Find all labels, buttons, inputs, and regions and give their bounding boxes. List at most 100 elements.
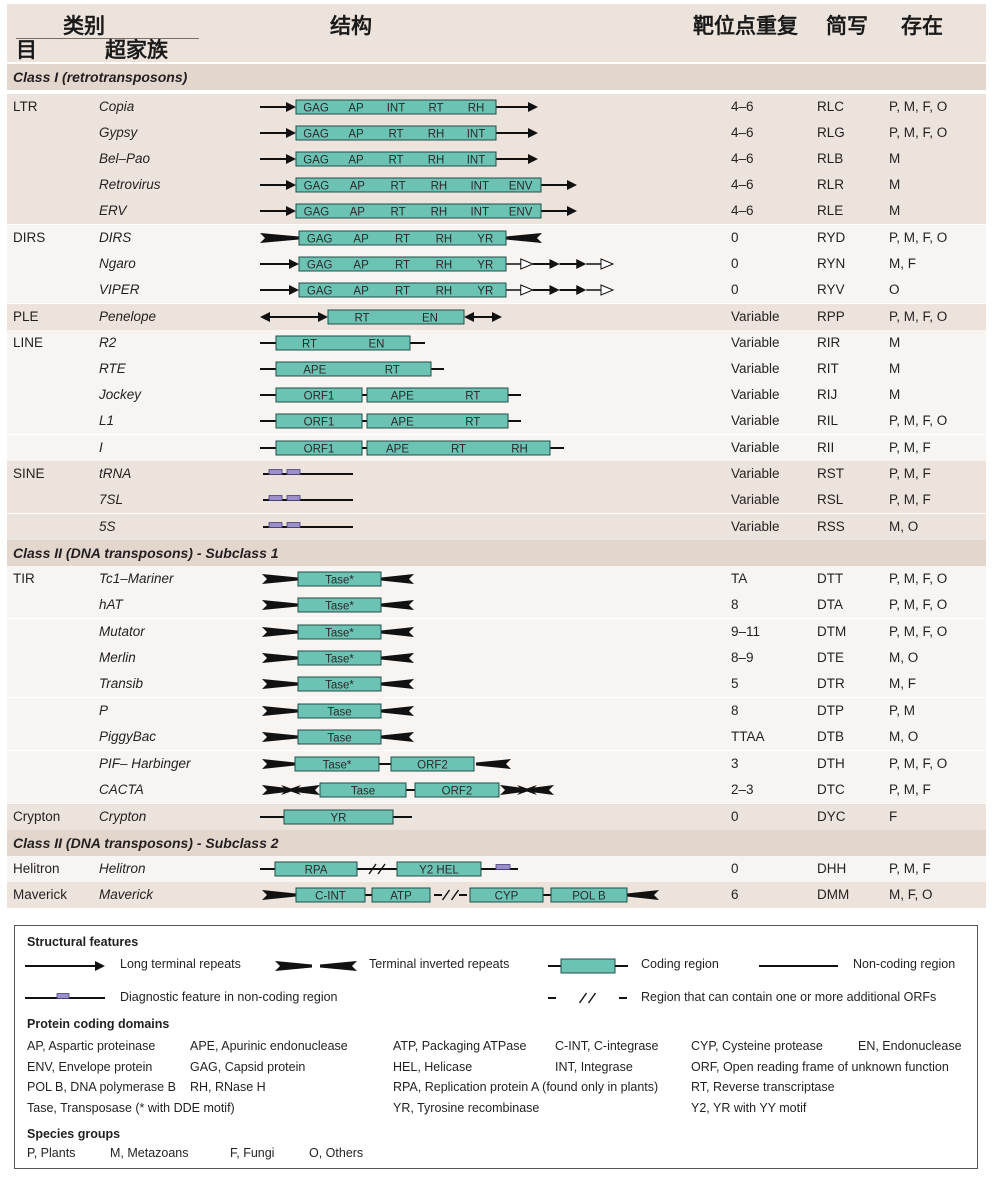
diagnostic-feature (56, 993, 70, 999)
domain-label: INT (470, 207, 489, 219)
superfamily-cell: PIF– Harbinger (99, 756, 191, 771)
code-cell: DMM (817, 887, 850, 902)
tsd-cell: 9–11 (731, 624, 761, 639)
domain-label: Tase* (325, 628, 354, 640)
domain-label: YR (477, 234, 493, 246)
presence-cell: O (889, 282, 900, 297)
element-structure: RT EN (260, 309, 502, 325)
element-structure: GAG AP RT RH INT ENV (260, 177, 577, 193)
code-cell: RYD (817, 230, 846, 245)
ltr-arrow (260, 102, 296, 112)
superfamily-cell: RTE (99, 361, 126, 376)
table-row: Transib 5 DTR M, F (7, 671, 986, 697)
header-structure: 结构 (330, 14, 372, 38)
legend-diagnostic-label: Diagnostic feature in non-coding region (120, 990, 338, 1004)
code-cell: RLE (817, 203, 844, 218)
coding-region: GAG AP INT RT RH (295, 99, 497, 115)
code-cell: DTC (817, 782, 845, 797)
element-structure: GAG AP RT RH YR (260, 256, 615, 272)
domain-definition: INT, Integrase (555, 1059, 633, 1074)
table-header: 类别 目 超家族 结构 靶位点重复 简写 存在 (7, 4, 986, 62)
domain-label: RH (436, 286, 453, 298)
table-row: RTE Variable RIT M (7, 356, 986, 382)
coding-region: APE RT RH (366, 440, 551, 456)
domain-label: AP (353, 234, 369, 246)
element-structure: C-INT ATP CYP POL B (262, 887, 659, 903)
legend-tir-label: Terminal inverted repeats (369, 957, 510, 971)
presence-cell: P, M, F, O (889, 309, 948, 324)
element-structure: ORF1 APE RT (260, 413, 521, 429)
domain-label: ORF1 (304, 444, 335, 456)
domain-label: EN (369, 339, 385, 351)
section-row: Class II (DNA transposons) - Subclass 2 (7, 830, 986, 856)
table-row: 7SL Variable RSL P, M, F (7, 487, 986, 513)
code-cell: RYV (817, 282, 845, 297)
species-item: P, Plants (27, 1146, 76, 1160)
domain-label: CYP (495, 891, 519, 903)
domain-definition: Y2, YR with YY motif (691, 1100, 807, 1115)
superfamily-cell: P (99, 703, 109, 718)
tsd-cell: Variable (731, 466, 780, 481)
section-row: Class I (retrotransposons) (7, 64, 986, 90)
tsd-cell: Variable (731, 519, 780, 534)
domain-label: INT (387, 103, 406, 115)
diagnostic-feature (286, 495, 301, 501)
presence-cell: M, F (889, 676, 916, 691)
ltr-arrow (260, 180, 296, 190)
domain-label: GAG (307, 234, 333, 246)
tsd-cell: Variable (731, 309, 780, 324)
element-structure: Tase* ORF2 (262, 756, 511, 772)
tsd-cell: 8 (731, 597, 739, 612)
tsd-cell: Variable (731, 361, 780, 376)
tsd-cell: 0 (731, 282, 739, 297)
domain-definition: RH, RNase H (190, 1080, 266, 1094)
order-cell: Helitron (13, 861, 60, 876)
domain-label: ATP (390, 891, 412, 903)
table-row: Mutator 9–11 DTM P, M, F, O (7, 619, 986, 645)
coding-region: Tase* (297, 676, 382, 692)
coding-region: ORF1 (275, 413, 363, 429)
domain-label: ENV (509, 207, 533, 219)
tsd-cell: Variable (731, 440, 780, 455)
presence-cell: P, M, F (889, 440, 931, 455)
table-row: Crypton Crypton 0 DYC F (7, 804, 986, 830)
species-item: O, Others (309, 1146, 364, 1160)
legend-symbols (25, 958, 838, 1004)
tir-wedge (262, 706, 298, 716)
coding-region: GAG AP RT RH INT ENV (295, 177, 542, 193)
code-cell: DTM (817, 624, 847, 639)
element-structure: Tase* (262, 597, 414, 613)
code-cell: RII (817, 440, 835, 455)
diagnostic-feature (286, 522, 301, 528)
domain-label: APE (391, 391, 414, 403)
domain-definition: AP, Aspartic proteinase (27, 1039, 156, 1053)
ltr-arrow (541, 180, 577, 190)
domain-label: YR (477, 260, 493, 272)
transposon-table: Class I (retrotransposons) LTR Copia 4–6 RLC… (7, 64, 986, 910)
legend-coding-label: Coding region (641, 957, 719, 971)
tsd-cell: Variable (731, 335, 780, 350)
element-structure: Tase ORF2 (262, 782, 554, 798)
coding-region: RT EN (327, 309, 465, 325)
code-cell: RIL (817, 413, 839, 428)
domain-label: RT (302, 339, 317, 351)
tsd-cell: TA (731, 571, 748, 586)
domain-label: RH (431, 207, 448, 219)
element-structure: RPA Y2 HEL (260, 861, 518, 877)
domain-label: AP (350, 181, 366, 193)
presence-cell: P, M, F, O (889, 125, 948, 140)
coding-region: RT EN (275, 335, 411, 351)
element-structure: YR (260, 809, 412, 825)
tsd-cell: 6 (731, 887, 739, 902)
superfamily-cell: Gypsy (99, 125, 138, 140)
coding-region: Tase (319, 782, 407, 798)
domain-label: ORF2 (442, 786, 473, 798)
open-arrow (586, 258, 615, 270)
orf-gap-slash (548, 992, 627, 1004)
ltr-arrow (260, 128, 296, 138)
domain-label: AP (353, 286, 369, 298)
tsd-cell: 2–3 (731, 782, 754, 797)
table-row: LINE R2 Variable RIR M (7, 330, 986, 356)
domain-label: GAG (307, 260, 333, 272)
domain-label: Tase* (325, 575, 354, 587)
